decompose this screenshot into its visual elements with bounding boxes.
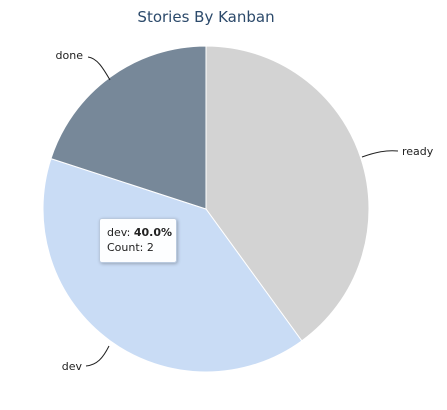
slice-connector-dev — [85, 345, 110, 367]
tooltip-count: Count: 2 — [107, 241, 154, 254]
slices-group — [42, 45, 370, 373]
tooltip-line-1: dev: 40.0% — [107, 225, 173, 240]
pie-slice-ready[interactable] — [205, 45, 370, 342]
tooltip-series-label: dev — [107, 226, 127, 239]
pie-slice-done[interactable] — [50, 45, 207, 210]
chart-title: Stories By Kanban — [137, 8, 274, 26]
slice-connector-ready — [361, 150, 399, 158]
slice-connector-done — [87, 56, 111, 81]
connectors-group — [85, 56, 399, 367]
slice-label-ready: ready — [402, 145, 434, 158]
labels-group: ready dev done — [56, 49, 434, 373]
slice-label-done: done — [56, 49, 84, 62]
pie-slice-dev[interactable] — [42, 157, 303, 373]
tooltip-separator: : — [126, 226, 134, 239]
slice-label-dev: dev — [62, 360, 83, 373]
hover-tooltip: dev: 40.0% Count: 2 — [99, 218, 177, 263]
tooltip-percent: 40.0% — [133, 226, 173, 239]
